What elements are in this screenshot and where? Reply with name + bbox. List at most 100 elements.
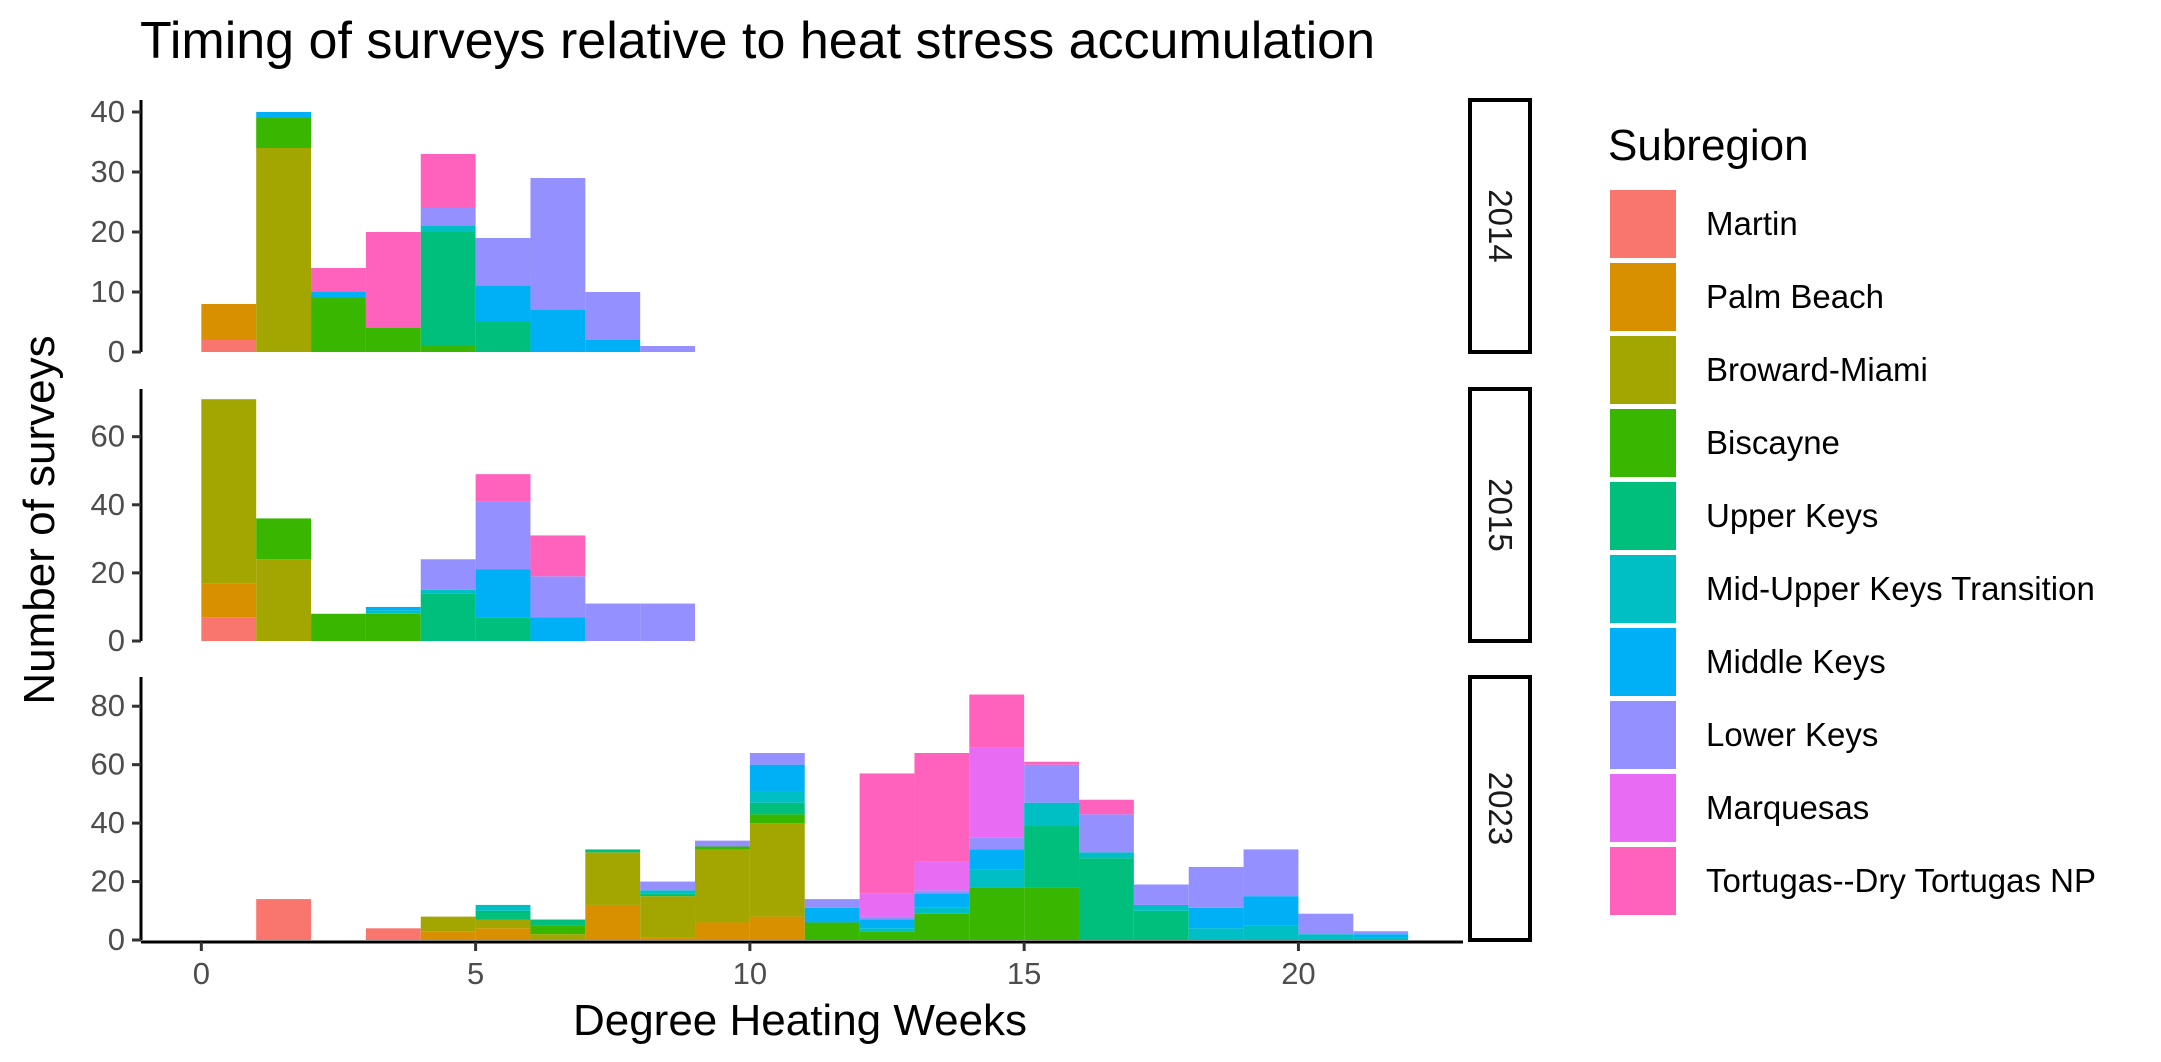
- legend-swatch-upper_keys: [1610, 482, 1676, 550]
- bar-2015-tortugas-bin5: [475, 474, 531, 502]
- bar-2014-middle_keys-bin6: [530, 310, 586, 352]
- bar-2015-upper_keys-bin4: [420, 593, 476, 641]
- y-tick-label-2014-0: 0: [108, 334, 125, 369]
- y-tick-label-2015-40: 40: [91, 487, 125, 522]
- bar-2015-biscayne-bin2: [311, 613, 366, 641]
- legend-swatch-mid_upper: [1610, 555, 1676, 623]
- bar-2023-mid_upper-bin15: [1024, 802, 1080, 827]
- x-tick-label-5: 5: [467, 956, 484, 991]
- facet-panel-2014: 0 10 20 30 40 2014: [91, 94, 1532, 369]
- bar-2015-lower_keys-bin7: [585, 603, 641, 641]
- bar-2023-lower_keys-bin10: [749, 752, 805, 765]
- bar-2023-lower_keys-bin18: [1188, 866, 1244, 908]
- legend-swatch-biscayne: [1610, 409, 1676, 477]
- bar-2014-lower_keys-bin6: [530, 178, 586, 310]
- y-tick-label-2015-0: 0: [108, 623, 125, 658]
- bar-2023-upper_keys-bin16: [1079, 858, 1134, 940]
- legend-swatch-marquesas: [1610, 774, 1676, 842]
- bar-2023-middle_keys-bin21: [1353, 934, 1409, 938]
- y-tick-label-2014-30: 30: [91, 154, 125, 189]
- x-tick-label-10: 10: [733, 956, 767, 991]
- bar-2015-tortugas-bin6: [530, 535, 586, 577]
- legend-label-lower_keys: Lower Keys: [1706, 716, 1878, 753]
- bar-2015-upper_keys-bin5: [475, 617, 531, 641]
- bar-2023-tortugas-bin12: [859, 773, 915, 894]
- bar-2023-palm_beach-bin8: [640, 937, 696, 940]
- bar-2015-mid_upper-bin4: [420, 589, 476, 594]
- bar-2014-biscayne-bin4: [420, 346, 476, 352]
- facet-strip-2014: [1468, 98, 1532, 354]
- bar-2015-mid_upper-bin3: [365, 610, 421, 614]
- y-tick-label-2015-60: 60: [91, 419, 125, 454]
- bar-2014-middle_keys-bin5: [475, 286, 531, 322]
- bar-2023-mid_upper-bin13: [914, 907, 970, 914]
- bar-2023-upper_keys-bin7: [585, 849, 641, 853]
- bar-2014-biscayne-bin1: [256, 118, 312, 148]
- bar-2023-mid_upper-bin8: [640, 890, 696, 894]
- bar-2023-tortugas-bin15: [1024, 761, 1080, 765]
- bar-2023-biscayne-bin9: [695, 846, 750, 850]
- legend-item-marquesas: Marquesas: [1610, 774, 1869, 842]
- bar-2023-biscayne-bin15: [1024, 887, 1080, 940]
- legend-swatch-martin: [1610, 190, 1676, 258]
- bar-2023-broward_miami-bin6: [530, 934, 586, 940]
- bar-2023-broward_miami-bin8: [640, 896, 696, 938]
- bar-2023-upper_keys-bin10: [749, 802, 805, 815]
- bar-2015-palm_beach-bin0: [201, 583, 257, 618]
- bar-2014-lower_keys-bin5: [475, 238, 531, 286]
- bar-2023-tortugas-bin16: [1079, 799, 1134, 815]
- bar-2023-broward_miami-bin4: [420, 916, 476, 932]
- bar-2023-tortugas-bin13: [914, 752, 970, 862]
- legend-item-lower_keys: Lower Keys: [1610, 701, 1878, 769]
- bar-2023-mid_upper-bin12: [859, 928, 915, 932]
- y-tick-label-2023-0: 0: [108, 922, 125, 957]
- x-axis-title: Degree Heating Weeks: [573, 996, 1027, 1045]
- legend-swatch-middle_keys: [1610, 628, 1676, 696]
- y-tick-label-2014-20: 20: [91, 214, 125, 249]
- bar-2023-palm_beach-bin10: [749, 916, 805, 940]
- bar-2023-middle_keys-bin13: [914, 893, 970, 908]
- bar-2023-upper_keys-bin5: [475, 910, 531, 920]
- legend-label-broward_miami: Broward-Miami: [1706, 351, 1928, 388]
- bar-2015-broward_miami-bin0: [201, 399, 257, 584]
- y-tick-label-2023-60: 60: [91, 747, 125, 782]
- bar-2023-biscayne-bin14: [969, 887, 1025, 940]
- legend-item-upper_keys: Upper Keys: [1610, 482, 1878, 550]
- bar-2014-upper_keys-bin4: [420, 232, 476, 346]
- y-tick-label-2023-80: 80: [91, 688, 125, 723]
- bar-2023-lower_keys-bin13: [914, 890, 970, 894]
- bar-2014-lower_keys-bin8: [640, 346, 696, 352]
- bar-2014-middle_keys-bin1: [256, 112, 312, 118]
- legend-label-mid_upper: Mid-Upper Keys Transition: [1706, 570, 2095, 607]
- bar-2023-mid_upper-bin19: [1243, 925, 1299, 940]
- bar-2015-middle_keys-bin6: [530, 617, 586, 641]
- bar-2014-biscayne-bin3: [365, 328, 421, 352]
- legend-item-palm_beach: Palm Beach: [1610, 263, 1884, 331]
- facet-panel-2015: 0 20 40 60 2015: [91, 387, 1532, 658]
- legend-label-biscayne: Biscayne: [1706, 424, 1840, 461]
- bar-2023-marquesas-bin13: [914, 861, 970, 891]
- legend-label-marquesas: Marquesas: [1706, 789, 1869, 826]
- bar-2023-lower_keys-bin11: [804, 899, 860, 908]
- bar-2023-middle_keys-bin10: [749, 764, 805, 791]
- bar-2023-lower_keys-bin21: [1353, 931, 1409, 935]
- bar-2023-upper_keys-bin17: [1133, 910, 1189, 940]
- bar-2023-broward_miami-bin5: [475, 919, 531, 929]
- legend-item-broward_miami: Broward-Miami: [1610, 336, 1928, 404]
- bar-2015-lower_keys-bin4: [420, 559, 476, 590]
- legend-label-tortugas: Tortugas--Dry Tortugas NP: [1706, 862, 2096, 899]
- legend-item-mid_upper: Mid-Upper Keys Transition: [1610, 555, 2095, 623]
- legend: Subregion Martin Palm Beach Broward-Miami B…: [1608, 121, 2096, 915]
- bar-2023-palm_beach-bin4: [420, 931, 476, 940]
- legend-item-tortugas: Tortugas--Dry Tortugas NP: [1610, 847, 2096, 915]
- bar-2014-palm_beach-bin0: [201, 304, 257, 340]
- bar-2023-mid_upper-bin20: [1298, 934, 1354, 940]
- bar-2023-lower_keys-bin15: [1024, 764, 1080, 803]
- bar-2023-mid_upper-bin14: [969, 869, 1025, 888]
- bar-2023-biscayne-bin6: [530, 925, 586, 935]
- y-tick-label-2023-20: 20: [91, 864, 125, 899]
- legend-swatch-lower_keys: [1610, 701, 1676, 769]
- bar-2014-lower_keys-bin4: [420, 208, 476, 226]
- bar-2023-lower_keys-bin14: [969, 837, 1025, 850]
